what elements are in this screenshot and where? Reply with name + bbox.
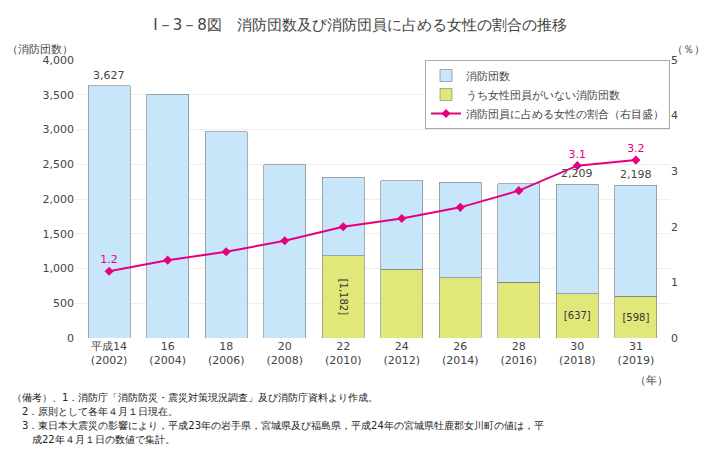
- svg-text:消防団員に占める女性の割合（右目盛）: 消防団員に占める女性の割合（右目盛）: [466, 108, 664, 121]
- svg-text:26(2014): 26(2014): [442, 340, 479, 367]
- svg-text:[1,182]: [1,182]: [338, 279, 349, 316]
- svg-text:3,500: 3,500: [43, 89, 75, 102]
- svg-text:（％）: （％）: [672, 43, 705, 56]
- svg-text:（備考）、1．消防庁「消防防災・震災対策現況調査」及び消防庁: （備考）、1．消防庁「消防防災・震災対策現況調査」及び消防庁資料より作成。: [12, 392, 378, 403]
- svg-text:0: 0: [671, 332, 678, 345]
- svg-text:2,209: 2,209: [561, 167, 593, 180]
- svg-text:3,000: 3,000: [43, 123, 75, 136]
- svg-text:3.2: 3.2: [627, 142, 645, 155]
- svg-text:3,627: 3,627: [93, 69, 125, 82]
- svg-text:3: 3: [671, 165, 678, 178]
- svg-text:[637]: [637]: [564, 310, 591, 321]
- svg-text:2．原則として各年４月１日現在。: 2．原則として各年４月１日現在。: [12, 406, 178, 417]
- svg-text:平成14(2002): 平成14(2002): [91, 340, 128, 367]
- svg-text:500: 500: [53, 297, 74, 310]
- svg-text:消防団数: 消防団数: [466, 70, 510, 83]
- svg-text:1,500: 1,500: [43, 228, 75, 241]
- svg-text:3．東日本大震災の影響により，平成23年の岩手県，宮城県及び: 3．東日本大震災の影響により，平成23年の岩手県，宮城県及び福島県，平成24年の…: [12, 420, 544, 431]
- svg-text:20(2008): 20(2008): [266, 340, 303, 367]
- svg-text:5: 5: [671, 54, 678, 67]
- svg-text:（消防団数）: （消防団数）: [7, 43, 73, 56]
- svg-text:1: 1: [671, 276, 678, 289]
- svg-text:31(2019): 31(2019): [618, 340, 655, 367]
- svg-text:16(2004): 16(2004): [149, 340, 186, 367]
- svg-text:2,500: 2,500: [43, 158, 75, 171]
- svg-text:18(2006): 18(2006): [208, 340, 245, 367]
- svg-text:2,000: 2,000: [43, 193, 75, 206]
- svg-text:3.1: 3.1: [569, 148, 587, 161]
- svg-text:1.2: 1.2: [100, 253, 118, 266]
- svg-text:（年）: （年）: [635, 374, 668, 387]
- svg-text:うち女性団員がいない消防団数: うち女性団員がいない消防団数: [466, 89, 620, 102]
- svg-text:I－3－8図 消防団数及び消防団員に占める女性の割合の推移: I－3－8図 消防団数及び消防団員に占める女性の割合の推移: [153, 16, 567, 34]
- svg-text:24(2012): 24(2012): [383, 340, 420, 367]
- svg-text:30(2018): 30(2018): [559, 340, 596, 367]
- svg-text:0: 0: [67, 332, 74, 345]
- svg-text:4,000: 4,000: [43, 54, 75, 67]
- svg-text:22(2010): 22(2010): [325, 340, 362, 367]
- svg-text:28(2016): 28(2016): [501, 340, 538, 367]
- svg-text:2: 2: [671, 221, 678, 234]
- svg-text:2,198: 2,198: [620, 168, 652, 181]
- svg-text:成22年４月１日の数値で集計。: 成22年４月１日の数値で集計。: [32, 434, 175, 445]
- svg-text:1,000: 1,000: [43, 262, 75, 275]
- svg-text:[598]: [598]: [622, 312, 649, 323]
- svg-text:4: 4: [671, 109, 678, 122]
